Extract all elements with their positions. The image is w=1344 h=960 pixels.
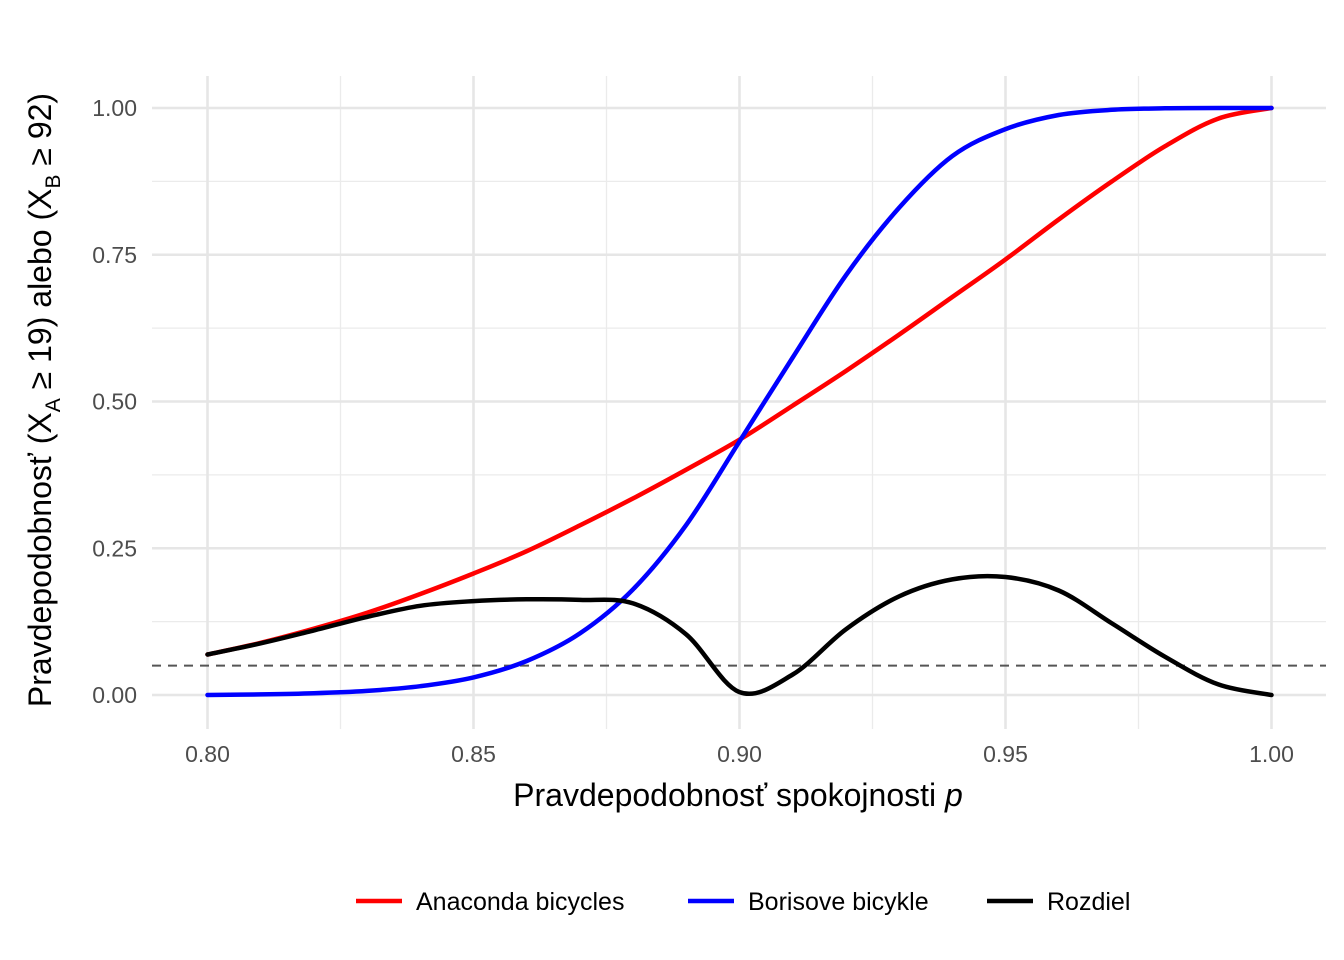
x-tick-label: 0.80 [185,741,230,767]
legend-label-1: Borisove bicykle [748,888,929,916]
series-line-1 [205,105,1274,698]
x-tick-label: 0.90 [717,741,762,767]
y-tick-label: 1.00 [92,95,137,121]
legend: Anaconda bicycles Borisove bicykle Rozdiel [356,888,1130,916]
y-tick-label: 0.00 [92,682,137,708]
series-lines [205,105,1274,698]
x-tick-labels: 0.80 0.85 0.90 0.95 1.00 [185,741,1294,767]
series-line-2 [205,573,1274,698]
y-tick-label: 0.25 [92,535,137,561]
x-tick-label: 0.85 [451,741,496,767]
x-tick-label: 0.95 [983,741,1028,767]
legend-label-2: Rozdiel [1047,888,1130,916]
y-axis-title: Pravdepodobnosť (XA ≥ 19) alebo (XB ≥ 92… [22,93,65,707]
legend-label-0: Anaconda bicycles [416,888,624,916]
series-line-0 [205,105,1274,657]
grid [152,76,1326,729]
y-tick-labels: 0.00 0.25 0.50 0.75 1.00 [92,95,137,708]
x-axis-title: Pravdepodobnosť spokojnosti p [513,777,963,813]
y-tick-label: 0.50 [92,389,137,415]
x-tick-label: 1.00 [1249,741,1294,767]
y-tick-label: 0.75 [92,242,137,268]
